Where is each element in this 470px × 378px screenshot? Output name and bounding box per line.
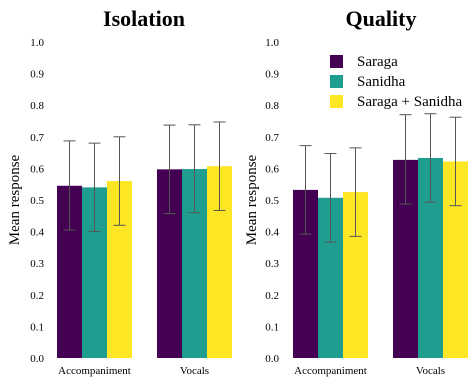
error-bar (188, 124, 201, 214)
y-tick-label: 0.0 (30, 353, 44, 365)
x-tick-label: Accompaniment (294, 365, 367, 377)
legend: Saraga Sanidha Saraga + Sanidha (330, 54, 462, 110)
y-tick-label: 0.6 (30, 163, 44, 175)
y-tick-label: 1.0 (30, 37, 44, 49)
y-tick-label: 0.6 (265, 163, 279, 175)
y-tick-label: 0.3 (30, 258, 44, 270)
legend-item: Sanidha (330, 74, 406, 90)
y-tick-label: 0.4 (30, 227, 44, 239)
legend-label: Saraga + Sanidha (357, 94, 462, 110)
legend-swatch (330, 75, 343, 88)
y-tick-label: 0.2 (265, 290, 279, 302)
error-bar (163, 124, 176, 215)
x-tick-label: Vocals (180, 365, 209, 377)
chart-panel-quality: Quality 0.0 0.1 0.2 0.3 0.4 0.5 0.6 0.7 0.8 0.9 1.0… (265, 6, 468, 377)
y-tick-label: 0.0 (265, 353, 279, 365)
legend-label: Saraga (357, 54, 398, 70)
legend-swatch (330, 55, 343, 68)
y-tick-label: 0.3 (265, 258, 279, 270)
y-tick-label: 0.5 (265, 195, 279, 207)
error-bar (349, 147, 362, 237)
y-tick-label: 0.1 (30, 321, 44, 333)
error-bar (213, 121, 226, 211)
y-tick-label: 0.1 (265, 321, 279, 333)
y-tick-label: 0.7 (30, 132, 44, 144)
error-bar (449, 116, 462, 207)
chart-title: Quality (346, 6, 417, 31)
y-tick-label: 1.0 (265, 37, 279, 49)
error-bar (324, 153, 337, 243)
legend-item: Saraga (330, 54, 398, 70)
error-bar (299, 145, 312, 235)
y-tick-label: 0.9 (265, 69, 279, 81)
y-axis-label-quality: Mean response (244, 154, 260, 245)
y-axis-label: Mean response (7, 154, 23, 245)
legend-item: Saraga + Sanidha (330, 94, 462, 110)
error-bar (113, 136, 126, 226)
y-tick-label: 0.5 (30, 195, 44, 207)
y-tick-label: 0.8 (265, 100, 279, 112)
legend-swatch (330, 95, 343, 108)
error-bar (88, 142, 101, 233)
y-tick-label: 0.7 (265, 132, 279, 144)
chart-panel-isolation: Isolation 0.0 0.1 0.2 0.3 0.4 0.5 0.6 0.7 0.8 0.9 1… (30, 6, 232, 377)
x-tick-label: Accompaniment (58, 365, 131, 377)
y-tick-label: 0.8 (30, 100, 44, 112)
chart-title: Isolation (103, 6, 185, 31)
y-tick-label: 0.4 (265, 227, 279, 239)
x-tick-label: Vocals (416, 365, 445, 377)
error-bar (424, 113, 437, 203)
y-tick-label: 0.2 (30, 290, 44, 302)
error-bar (63, 140, 76, 231)
y-tick-label: 0.9 (30, 69, 44, 81)
error-bar (399, 114, 412, 205)
legend-label: Sanidha (357, 74, 406, 90)
